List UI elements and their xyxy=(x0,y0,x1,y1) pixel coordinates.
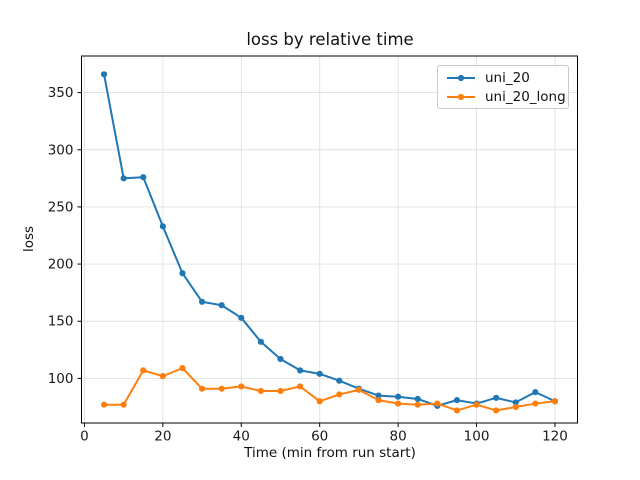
x-tick-label: 60 xyxy=(311,429,328,445)
uni_20_long-marker xyxy=(414,401,421,408)
legend-item-uni_20_long: uni_20_long xyxy=(446,89,568,105)
uni_20_long-marker xyxy=(434,400,441,407)
uni_20_long-marker xyxy=(453,407,461,414)
legend-label: uni_20 xyxy=(485,69,530,86)
uni_20_long-marker xyxy=(179,365,186,372)
y-tick-label: 100 xyxy=(48,371,74,387)
x-tick-label: 80 xyxy=(390,429,407,445)
uni_20-marker xyxy=(512,399,519,406)
uni_20_long-marker xyxy=(120,401,127,408)
uni_20-marker xyxy=(100,71,108,78)
uni_20_long-marker xyxy=(532,400,539,407)
uni_20_long-marker xyxy=(473,401,480,408)
uni_20-marker xyxy=(375,392,382,399)
uni_20_long-marker xyxy=(375,397,382,404)
y-axis-label: loss xyxy=(21,225,37,253)
uni_20_long-marker xyxy=(296,383,304,390)
x-axis-label: Time (min from run start) xyxy=(244,445,416,461)
x-tick-label: 40 xyxy=(233,429,250,445)
uni_20-marker xyxy=(198,298,206,305)
uni_20-marker xyxy=(277,355,284,363)
legend-line-marker-icon xyxy=(447,93,475,100)
uni_20_long-marker xyxy=(218,385,225,392)
axes-spines xyxy=(81,55,578,424)
x-tick-label: 0 xyxy=(80,429,89,445)
uni_20_long-marker xyxy=(336,391,343,398)
uni_20_long-line xyxy=(103,367,556,412)
uni_20-marker xyxy=(257,338,264,345)
uni_20_long-marker xyxy=(257,387,264,395)
y-tick-label: 350 xyxy=(48,85,74,101)
legend-label: uni_20_long xyxy=(485,88,566,105)
uni_20-marker xyxy=(120,175,127,182)
x-tick-label: 100 xyxy=(464,429,490,445)
y-tick-label: 300 xyxy=(48,142,74,158)
uni_20_long-marker xyxy=(140,367,147,374)
uni_20-marker xyxy=(316,370,323,377)
uni_20_long-marker xyxy=(551,398,559,405)
uni_20_long-marker xyxy=(355,386,363,393)
uni_20-marker xyxy=(414,395,421,403)
uni_20-marker xyxy=(218,302,225,309)
x-tick-label: 120 xyxy=(542,429,568,445)
uni_20_long-marker xyxy=(395,400,402,407)
y-tick-label: 150 xyxy=(48,314,74,330)
uni_20_long-marker xyxy=(159,373,166,380)
y-tick-label: 200 xyxy=(48,257,74,273)
legend-line-marker-icon xyxy=(447,74,475,81)
y-tick-label: 250 xyxy=(48,199,74,215)
uni_20_long-marker xyxy=(100,401,108,408)
uni_20_long-marker xyxy=(493,407,500,414)
uni_20-marker xyxy=(179,270,186,277)
uni_20-marker xyxy=(395,393,402,400)
uni_20_long-marker xyxy=(277,387,284,395)
uni_20-marker xyxy=(296,367,304,374)
uni_20_long-marker xyxy=(238,383,245,390)
uni_20-marker xyxy=(336,377,343,384)
uni_20-line xyxy=(103,73,556,407)
legend: uni_20 uni_20_long xyxy=(437,65,569,109)
x-tick-label: 20 xyxy=(154,429,171,445)
uni_20-marker xyxy=(532,389,539,396)
uni_20_long-marker xyxy=(316,398,323,405)
uni_20-marker xyxy=(140,174,147,181)
uni_20_long-marker xyxy=(512,403,519,411)
uni_20-marker xyxy=(159,223,166,230)
uni_20-marker xyxy=(493,394,500,401)
uni_20-marker xyxy=(238,314,245,321)
uni_20-marker xyxy=(453,397,461,404)
chart-title: loss by relative time xyxy=(246,30,414,49)
legend-item-uni_20: uni_20 xyxy=(446,70,568,86)
uni_20_long-marker xyxy=(198,385,206,392)
